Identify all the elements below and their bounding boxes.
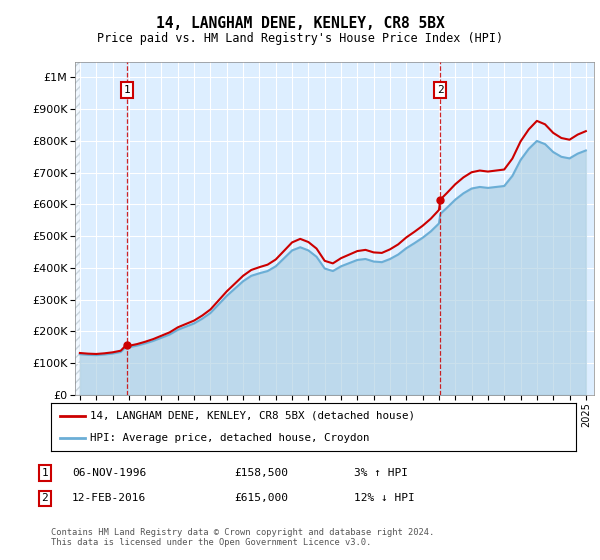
Text: Contains HM Land Registry data © Crown copyright and database right 2024.
This d: Contains HM Land Registry data © Crown c… [51, 528, 434, 547]
Text: 1: 1 [41, 468, 49, 478]
Text: 14, LANGHAM DENE, KENLEY, CR8 5BX (detached house): 14, LANGHAM DENE, KENLEY, CR8 5BX (detac… [91, 410, 415, 421]
Text: 2: 2 [41, 493, 49, 503]
Text: Price paid vs. HM Land Registry's House Price Index (HPI): Price paid vs. HM Land Registry's House … [97, 32, 503, 45]
Text: 12% ↓ HPI: 12% ↓ HPI [354, 493, 415, 503]
Text: 06-NOV-1996: 06-NOV-1996 [72, 468, 146, 478]
Text: 12-FEB-2016: 12-FEB-2016 [72, 493, 146, 503]
Text: 2: 2 [437, 85, 443, 95]
Text: 3% ↑ HPI: 3% ↑ HPI [354, 468, 408, 478]
Text: £158,500: £158,500 [234, 468, 288, 478]
Text: £615,000: £615,000 [234, 493, 288, 503]
Text: HPI: Average price, detached house, Croydon: HPI: Average price, detached house, Croy… [91, 433, 370, 444]
Text: 1: 1 [124, 85, 130, 95]
Text: 14, LANGHAM DENE, KENLEY, CR8 5BX: 14, LANGHAM DENE, KENLEY, CR8 5BX [155, 16, 445, 31]
